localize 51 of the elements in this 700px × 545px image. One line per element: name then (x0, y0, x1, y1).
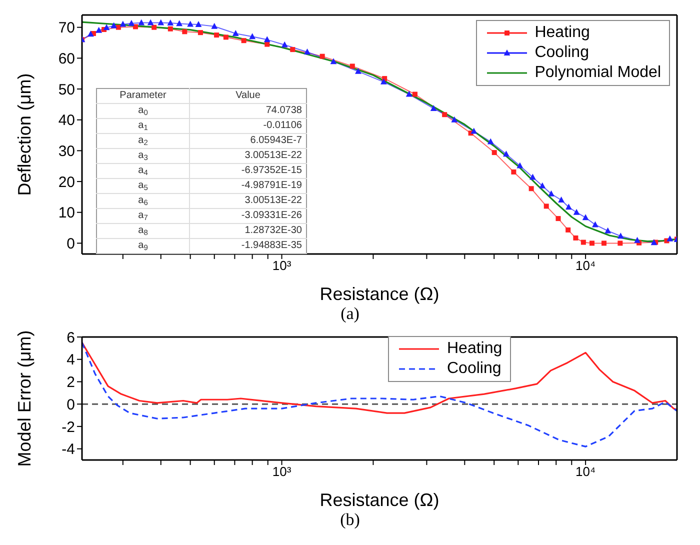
x-tick-label: 10⁴ (576, 464, 596, 480)
y-tick-label: 4 (66, 352, 75, 369)
legend-label: Cooling (534, 43, 589, 63)
annotation: 6.05943E-7 (249, 134, 303, 148)
legend-label: Heating (534, 23, 590, 43)
annotation: a$_{4}$ (96, 164, 190, 178)
annotation: -3.09331E-26 (240, 209, 303, 223)
annotation: Value (234, 89, 262, 103)
y-tick-label: -2 (62, 418, 75, 436)
annotation: a$_{6}$ (96, 194, 190, 208)
y-tick-label: 2 (66, 374, 75, 392)
annotation: 74.0738 (264, 104, 303, 118)
y-tick-label: 10 (58, 204, 75, 222)
y-tick-label: 30 (58, 143, 75, 160)
legend-label: Cooling (447, 359, 502, 379)
annotation: -0.01106 (262, 119, 303, 133)
annotation: a$_{2}$ (96, 134, 190, 148)
annotation: a$_{1}$ (96, 118, 190, 134)
y-axis-title: Deflection (μm) (14, 73, 34, 196)
text: (a) (340, 304, 360, 324)
x-axis-title: Resistance (Ω) (320, 490, 440, 510)
x-tick-label: 10³ (272, 258, 292, 274)
x-axis-title: Resistance (Ω) (320, 284, 440, 304)
y-tick-label: -4 (62, 441, 75, 458)
annotation: a$_{3}$ (96, 148, 190, 164)
annotation: Parameter (96, 88, 190, 104)
annotation: 3.00513E-22 (244, 149, 303, 163)
annotation: a$_{5}$ (96, 178, 190, 194)
annotation: a$_{8}$ (96, 224, 190, 238)
x-tick-label: 10³ (272, 464, 292, 480)
y-tick-label: 50 (58, 81, 75, 98)
annotation: 3.00513E-22 (244, 194, 303, 208)
y-tick-label: 0 (66, 396, 75, 414)
text: (b) (339, 510, 361, 530)
y-tick-label: 70 (58, 20, 75, 37)
y-axis-title: Model Error (μm) (14, 330, 34, 467)
legend-label: Heating (447, 339, 502, 359)
annotation: -1.94883E-35 (240, 239, 303, 253)
y-tick-label: 20 (58, 174, 75, 191)
annotation: a$_{0}$ (96, 104, 190, 118)
x-tick-label: 10⁴ (576, 258, 596, 274)
annotation: -6.97352E-15 (240, 164, 303, 178)
y-tick-label: 6 (66, 329, 75, 346)
y-tick-label: 40 (58, 112, 75, 130)
legend-label: Polynomial Model (534, 63, 661, 83)
annotation: 1.28732E-30 (244, 224, 303, 238)
annotation: a$_{7}$ (96, 208, 190, 224)
annotation: -4.98791E-19 (240, 179, 303, 193)
y-tick-label: 60 (58, 50, 75, 68)
y-tick-label: 0 (66, 236, 75, 253)
annotation: a$_{9}$ (96, 238, 190, 254)
